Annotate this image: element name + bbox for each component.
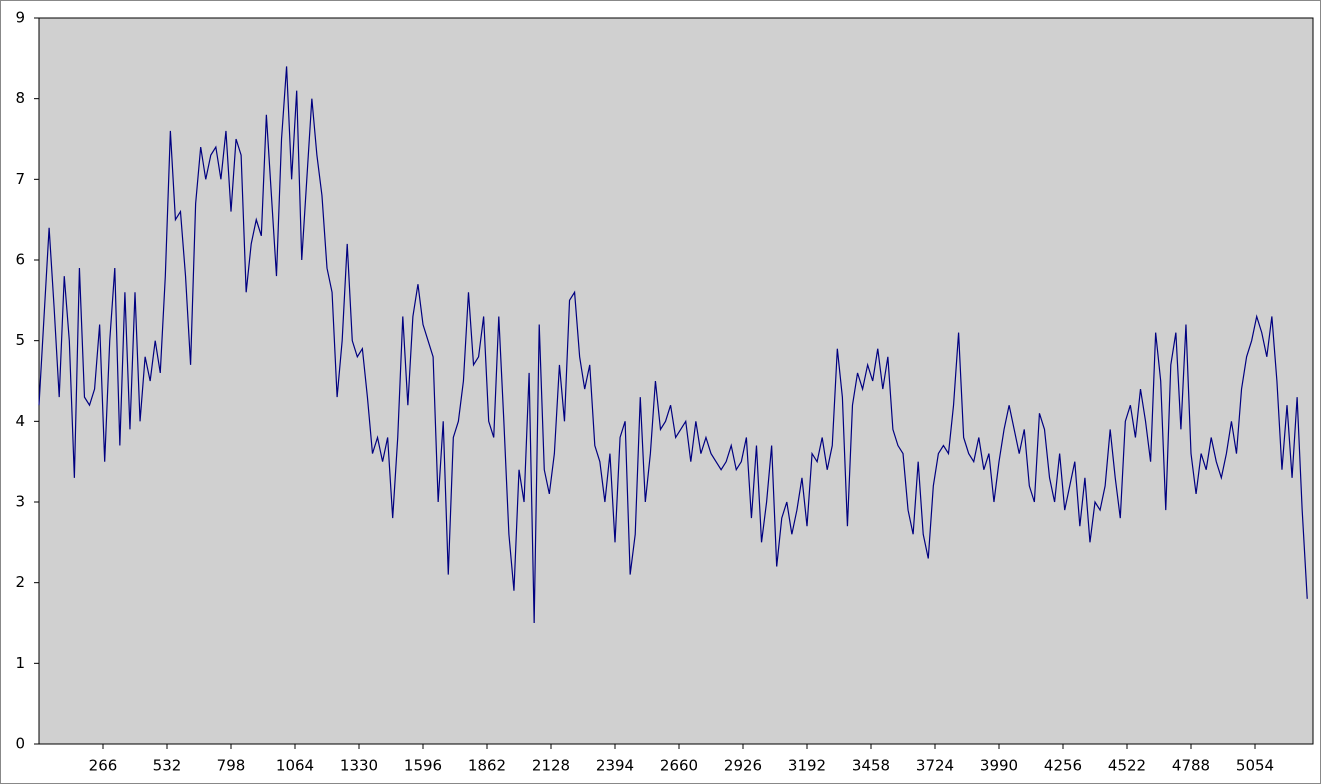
x-tick-label: 266 — [89, 757, 118, 775]
x-tick-label: 3192 — [788, 757, 826, 775]
y-tick-label: 6 — [15, 251, 25, 269]
x-tick-label: 4522 — [1108, 757, 1146, 775]
plot-area — [38, 17, 1314, 745]
x-tick-label: 2660 — [660, 757, 698, 775]
x-tick-label: 1596 — [404, 757, 442, 775]
x-tick-label: 798 — [217, 757, 246, 775]
line — [38, 66, 1308, 624]
x-tick-label: 5054 — [1236, 757, 1274, 775]
x-tick-label: 4256 — [1044, 757, 1082, 775]
x-tick-label: 2128 — [532, 757, 570, 775]
x-tick-label: 3990 — [980, 757, 1018, 775]
x-tick-label: 1330 — [340, 757, 378, 775]
y-tick-label: 4 — [15, 412, 25, 430]
x-tick-label: 1064 — [276, 757, 314, 775]
y-tick-label: 1 — [15, 654, 25, 672]
x-tick-label: 3724 — [916, 757, 954, 775]
x-tick-label: 3458 — [852, 757, 890, 775]
y-tick-label: 7 — [15, 170, 25, 188]
x-tick-label: 1862 — [468, 757, 506, 775]
x-tick-label: 2394 — [596, 757, 634, 775]
y-tick-label: 8 — [15, 89, 25, 107]
y-tick-label: 2 — [15, 573, 25, 591]
x-tick-label: 2926 — [724, 757, 762, 775]
y-tick-label: 3 — [15, 493, 25, 511]
x-tick-label: 532 — [153, 757, 182, 775]
y-tick-label: 0 — [15, 735, 25, 753]
y-tick-label: 9 — [15, 9, 25, 27]
x-tick-label: 4788 — [1172, 757, 1210, 775]
y-tick-label: 5 — [15, 331, 25, 349]
